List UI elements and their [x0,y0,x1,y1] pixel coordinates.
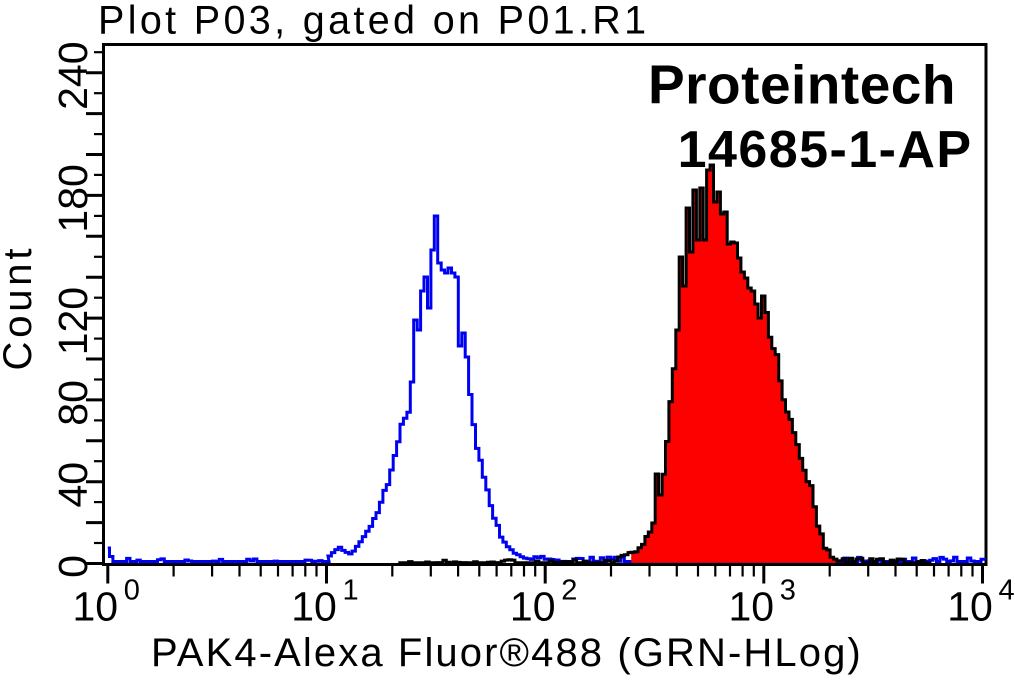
svg-text:40: 40 [50,462,96,508]
svg-text:Proteintech: Proteintech [648,53,956,115]
svg-text:10: 10 [72,584,118,630]
svg-text:120: 120 [50,287,96,355]
svg-text:2: 2 [561,575,577,607]
svg-text:1: 1 [343,575,359,607]
svg-text:10: 10 [510,584,556,630]
svg-text:14685-1-AP: 14685-1-AP [678,121,973,179]
svg-text:80: 80 [50,380,96,426]
svg-text:0: 0 [50,555,96,578]
svg-text:3: 3 [780,575,796,607]
svg-text:10: 10 [947,584,993,630]
svg-text:240: 240 [50,41,96,109]
svg-text:0: 0 [124,575,140,607]
svg-text:10: 10 [728,584,774,630]
svg-text:4: 4 [999,575,1015,607]
svg-text:180: 180 [50,164,96,232]
svg-text:10: 10 [291,584,337,630]
svg-text:Plot P03, gated on P01.R1: Plot P03, gated on P01.R1 [98,0,650,43]
svg-text:Count: Count [0,245,40,371]
svg-text:PAK4-Alexa Fluor®488 (GRN-HLog: PAK4-Alexa Fluor®488 (GRN-HLog) [151,631,863,675]
